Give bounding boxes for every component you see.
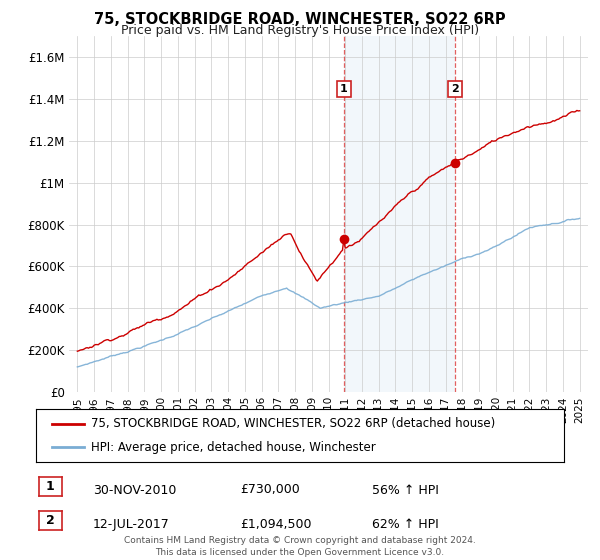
Text: 1: 1 (340, 83, 348, 94)
Text: 2: 2 (46, 514, 55, 528)
Text: 75, STOCKBRIDGE ROAD, WINCHESTER, SO22 6RP: 75, STOCKBRIDGE ROAD, WINCHESTER, SO22 6… (94, 12, 506, 27)
Text: 30-NOV-2010: 30-NOV-2010 (93, 483, 176, 497)
Text: £1,094,500: £1,094,500 (240, 518, 311, 531)
Text: 62% ↑ HPI: 62% ↑ HPI (372, 518, 439, 531)
Text: 2: 2 (451, 83, 458, 94)
Text: 75, STOCKBRIDGE ROAD, WINCHESTER, SO22 6RP (detached house): 75, STOCKBRIDGE ROAD, WINCHESTER, SO22 6… (91, 417, 496, 430)
Text: Price paid vs. HM Land Registry's House Price Index (HPI): Price paid vs. HM Land Registry's House … (121, 24, 479, 37)
Text: HPI: Average price, detached house, Winchester: HPI: Average price, detached house, Winc… (91, 441, 376, 454)
Bar (344, 36, 455, 392)
Text: 56% ↑ HPI: 56% ↑ HPI (372, 483, 439, 497)
Text: £730,000: £730,000 (240, 483, 300, 497)
Text: 12-JUL-2017: 12-JUL-2017 (93, 518, 170, 531)
Text: 1: 1 (46, 479, 55, 493)
Text: Contains HM Land Registry data © Crown copyright and database right 2024.
This d: Contains HM Land Registry data © Crown c… (124, 536, 476, 557)
